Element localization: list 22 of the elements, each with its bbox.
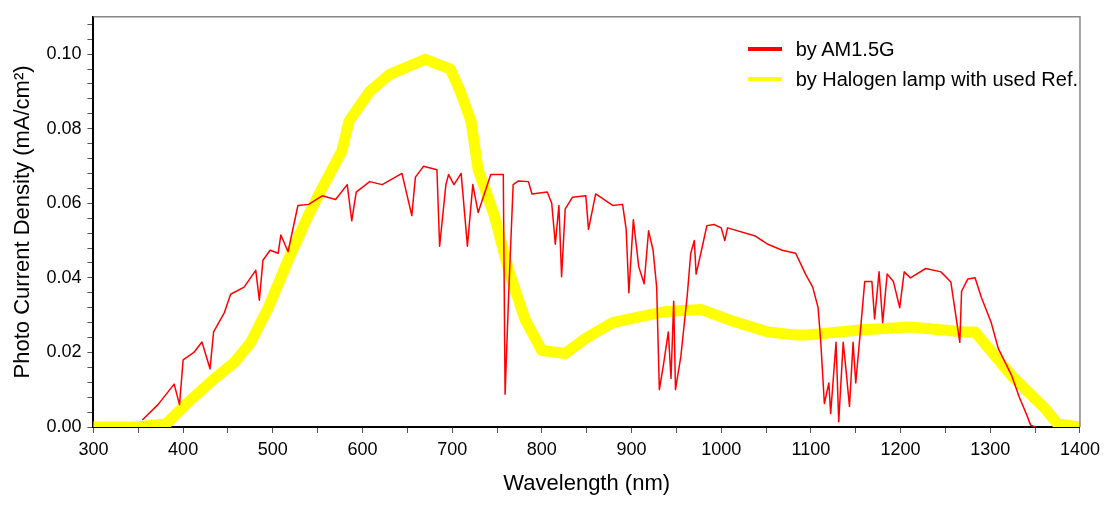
x-tick-label: 1200	[880, 438, 921, 459]
x-tick-label: 1300	[970, 438, 1011, 459]
y-tick-label: 0.04	[46, 266, 82, 287]
y-tick-label: 0.00	[46, 415, 82, 436]
y-tick-label: 0.10	[46, 43, 82, 64]
x-tick-label: 1100	[791, 438, 831, 459]
y-axis-title: Photo Current Density (mA/cm²)	[9, 65, 35, 379]
x-tick-label: 500	[257, 438, 288, 459]
x-tick-label: 1400	[1059, 438, 1100, 459]
x-tick-label: 1000	[701, 438, 742, 459]
x-tick-label: 600	[347, 438, 378, 459]
x-tick-label: 900	[616, 438, 647, 459]
x-tick-label: 300	[78, 438, 109, 459]
legend-label: by AM1.5G	[795, 37, 895, 62]
x-axis-title: Wavelength (nm)	[503, 469, 671, 495]
legend-label: by Halogen lamp with used Ref.	[795, 67, 1078, 92]
y-tick-label: 0.06	[46, 192, 82, 213]
x-tick-label: 400	[168, 438, 199, 459]
y-tick-label: 0.02	[46, 341, 82, 362]
x-tick-label: 700	[437, 438, 468, 459]
y-tick-label: 0.08	[46, 117, 82, 138]
x-tick-label: 800	[526, 438, 557, 459]
